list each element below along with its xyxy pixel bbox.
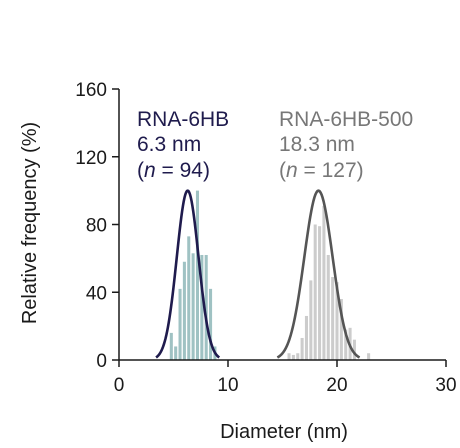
histogram-bar: [335, 282, 339, 360]
series-2-size-label: 18.3 nm: [279, 133, 355, 156]
y-tick-label: 80: [86, 216, 107, 237]
gaussian-fit-line: [155, 189, 221, 359]
histogram-bar: [352, 339, 356, 360]
histogram-bar: [326, 254, 330, 360]
histogram-bar: [204, 254, 208, 360]
histogram-bar: [182, 261, 186, 360]
histogram-bar: [309, 280, 313, 360]
histogram-bar: [300, 337, 304, 360]
gaussian-fit-line: [276, 189, 361, 359]
x-tick-label: 20: [326, 375, 347, 396]
series-2-count: (n = 127): [279, 159, 364, 182]
histogram-bar: [174, 346, 178, 360]
histogram-bar: [287, 353, 291, 360]
histogram-bar: [318, 226, 322, 360]
series-1-count-value: = 94): [156, 159, 210, 182]
annotation-series-1: RNA-6HB 6.3 nm (n = 94): [137, 108, 229, 182]
y-axis-label: Relative frequency (%): [19, 122, 41, 324]
histogram-bar: [331, 277, 335, 360]
annotation-series-2: RNA-6HB-500 18.3 nm (n = 127): [279, 108, 413, 182]
y-tick-label: 0: [96, 351, 107, 372]
x-tick-label: 30: [435, 375, 456, 396]
histogram-bar: [191, 253, 195, 360]
x-tick-label: 10: [217, 375, 238, 396]
series-1-name: RNA-6HB: [137, 108, 229, 131]
histogram-bar: [344, 329, 348, 360]
series-2-count-prefix: (: [279, 159, 286, 182]
histogram-bar: [195, 190, 200, 360]
series-1-count: (n = 94): [137, 159, 210, 182]
series-1-size-label: 6.3 nm: [137, 133, 201, 156]
ticks-layer: 0 40 80 120 160 0 10 20 30: [75, 80, 456, 396]
histogram-bar: [367, 353, 371, 360]
y-tick-label: 120: [75, 148, 107, 169]
histogram-bar: [178, 288, 182, 360]
histogram-bar: [187, 236, 191, 360]
histogram-bar: [200, 254, 204, 360]
histogram-bar: [169, 332, 173, 360]
histogram-bar: [296, 353, 300, 360]
histogram-bar: [322, 205, 326, 360]
histogram-bar: [291, 354, 295, 360]
histogram-bar: [313, 224, 317, 360]
fit-layer: [155, 189, 361, 359]
x-tick-label: 0: [114, 375, 125, 396]
series-2-name: RNA-6HB-500: [279, 108, 413, 131]
y-tick-label: 40: [86, 283, 107, 304]
histogram-bar: [339, 299, 343, 360]
series-2-count-value: = 127): [298, 159, 364, 182]
series-1-count-prefix: (: [137, 159, 144, 182]
histogram-bar: [304, 315, 309, 360]
histogram-bar: [209, 288, 213, 360]
series-1-count-var: n: [144, 159, 156, 182]
y-tick-label: 160: [75, 80, 107, 101]
series-2-count-var: n: [286, 159, 298, 182]
bars-layer: [169, 190, 371, 360]
x-axis-label: Diameter (nm): [220, 421, 348, 443]
